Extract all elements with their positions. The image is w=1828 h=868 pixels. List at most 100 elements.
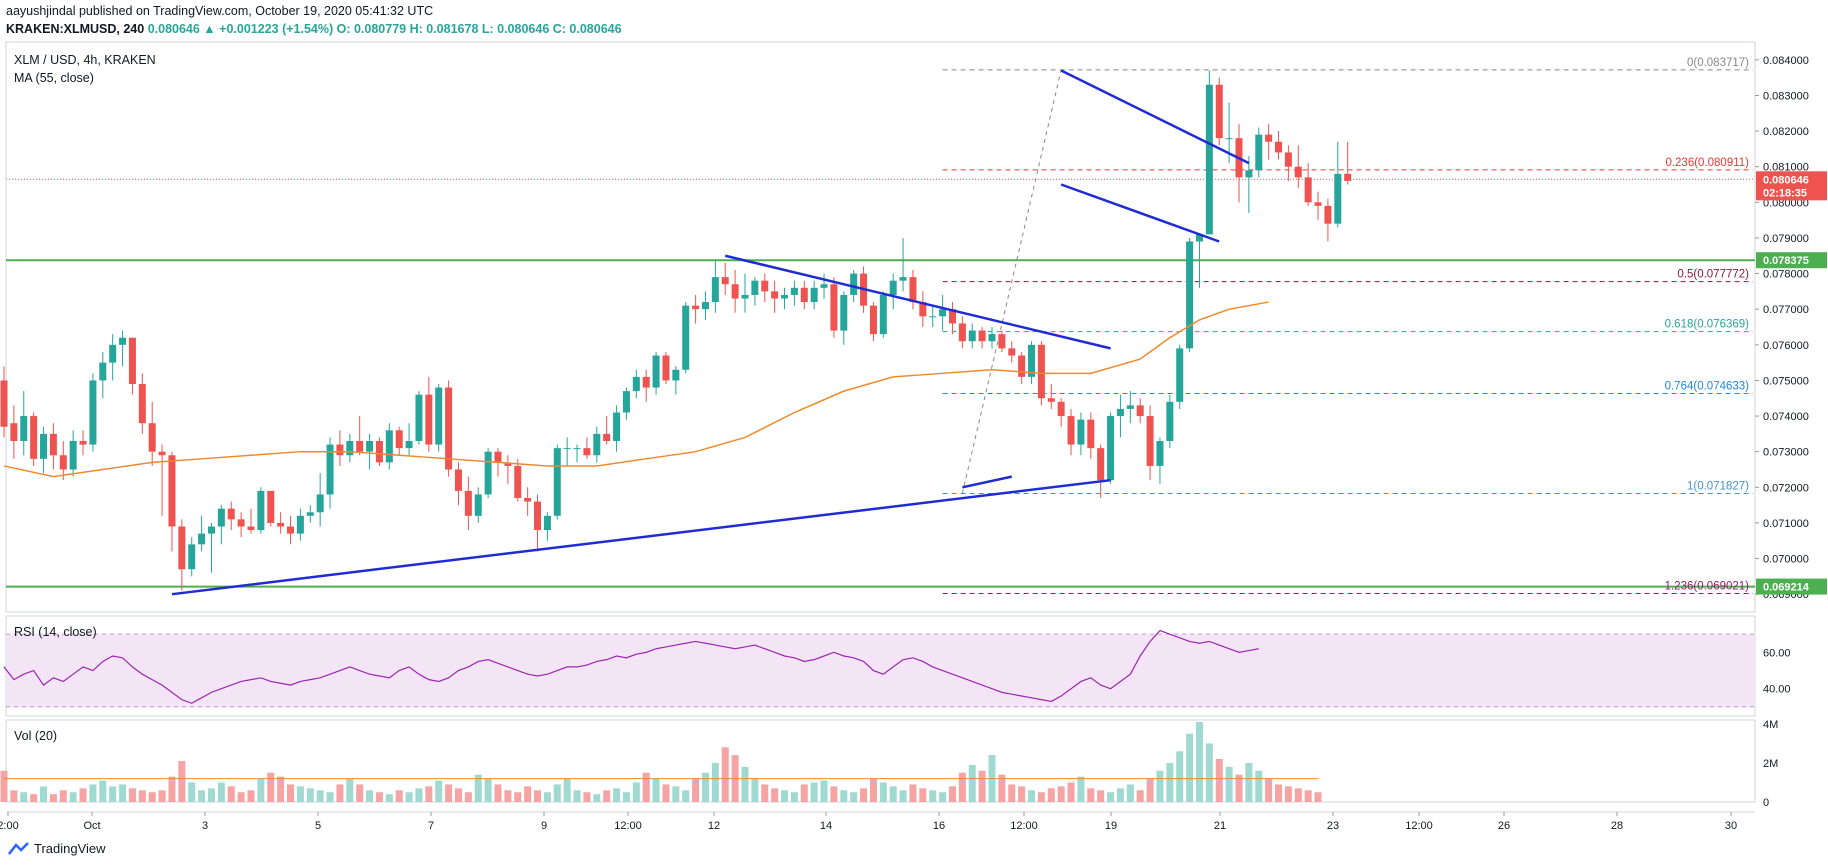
- volume-bar: [889, 786, 897, 802]
- volume-tick-label: 4M: [1763, 719, 1778, 731]
- candle-body: [879, 294, 887, 335]
- trendline: [724, 254, 1111, 350]
- volume-bar: [1077, 776, 1085, 802]
- candle-body: [692, 305, 700, 310]
- candle-body: [948, 309, 956, 324]
- volume-bar: [445, 784, 453, 802]
- volume-bar: [20, 792, 28, 802]
- candle-body: [59, 455, 67, 470]
- trendline: [1060, 183, 1220, 243]
- volume-bar: [632, 782, 640, 802]
- candle-body: [287, 526, 295, 534]
- volume-bar: [326, 792, 334, 802]
- time-tick-label: 5: [315, 820, 321, 832]
- time-tick-label: 19: [1105, 820, 1117, 832]
- trendline: [962, 475, 1013, 489]
- candle-body: [682, 305, 690, 370]
- fib-level-label: 1.236(0.069021): [1665, 580, 1750, 592]
- time-tick-label: 7: [428, 820, 434, 832]
- price-tick-label: 0.082000: [1763, 126, 1809, 138]
- volume-bar: [514, 792, 522, 802]
- volume-bar: [1284, 786, 1292, 802]
- candle-body: [800, 287, 808, 303]
- volume-bar: [1245, 762, 1253, 802]
- fib-level-label: 0.764(0.074633): [1665, 381, 1750, 393]
- candle-body: [1215, 84, 1223, 139]
- volume-bar: [306, 788, 314, 802]
- candle-body: [593, 433, 601, 456]
- candle-body: [929, 316, 937, 318]
- volume-bar: [593, 794, 601, 802]
- candle-body: [1195, 234, 1203, 242]
- volume-bar: [148, 792, 156, 802]
- candle-body: [326, 444, 334, 495]
- volume-bar: [978, 770, 986, 802]
- volume-bar: [781, 790, 789, 802]
- candle-body: [1028, 344, 1036, 377]
- ma55-line: [3, 301, 1269, 478]
- time-tick-label: 30: [1725, 820, 1737, 832]
- candle-body: [662, 355, 670, 381]
- ohlc-values: O: 0.080779 H: 0.081678 L: 0.080646 C: 0…: [336, 22, 622, 36]
- candle-body: [899, 277, 907, 281]
- volume-bar: [109, 786, 117, 802]
- candle-body: [820, 284, 828, 288]
- volume-bar: [840, 790, 848, 802]
- candle-body: [1324, 205, 1332, 224]
- candle-body: [613, 412, 621, 441]
- tradingview-label: TradingView: [34, 841, 106, 856]
- volume-bar: [59, 790, 67, 802]
- price-tick-label: 0.076000: [1763, 340, 1809, 352]
- candle-body: [198, 533, 206, 545]
- volume-bar: [860, 788, 868, 802]
- candle-body: [148, 423, 156, 452]
- volume-bar: [1008, 784, 1016, 802]
- time-tick-label: 9: [541, 820, 547, 832]
- volume-bar: [504, 790, 512, 802]
- volume-bar: [119, 784, 127, 802]
- volume-bar: [247, 790, 255, 802]
- volume-bar: [830, 786, 838, 802]
- volume-bar: [524, 786, 532, 802]
- candle-body: [1156, 441, 1164, 466]
- price-axis-tag: [1756, 578, 1827, 595]
- time-tick-label: 28: [1611, 820, 1623, 832]
- candle-body: [751, 280, 759, 295]
- time-tick-label: 12:00: [1405, 820, 1433, 832]
- candle-body: [622, 391, 630, 413]
- volume-bar: [741, 766, 749, 802]
- candle-body: [534, 501, 542, 531]
- volume-bar: [543, 792, 551, 802]
- candle-body: [40, 433, 48, 459]
- candle-body: [889, 280, 897, 295]
- volume-bar: [583, 792, 591, 802]
- volume-bar: [494, 784, 502, 802]
- candle-body: [672, 369, 680, 381]
- candle-body: [1107, 416, 1115, 481]
- volume-bar: [69, 792, 77, 802]
- candle-body: [840, 294, 848, 331]
- candle-body: [504, 462, 512, 466]
- candle-body: [217, 508, 225, 527]
- candle-body: [1008, 348, 1016, 356]
- time-tick-label: 12:00: [1010, 820, 1038, 832]
- volume-bar: [207, 788, 215, 802]
- volume-bar: [682, 790, 690, 802]
- volume-tick-label: 0: [1763, 797, 1769, 809]
- candle-body: [79, 441, 87, 445]
- candle-body: [356, 441, 364, 452]
- candle-body: [1067, 416, 1075, 445]
- volume-bar: [879, 782, 887, 802]
- candle-body: [761, 280, 769, 292]
- time-tick-label: 23: [1327, 820, 1339, 832]
- candle-body: [99, 362, 107, 381]
- volume-bar: [10, 790, 18, 802]
- trendline: [1060, 69, 1250, 165]
- candle-body: [1136, 405, 1144, 417]
- candle-body: [1176, 348, 1184, 402]
- candle-body: [464, 490, 472, 516]
- volume-bar: [257, 778, 265, 802]
- tradingview-logo[interactable]: TradingView: [8, 841, 106, 856]
- rsi-tick-label: 40.00: [1763, 684, 1791, 696]
